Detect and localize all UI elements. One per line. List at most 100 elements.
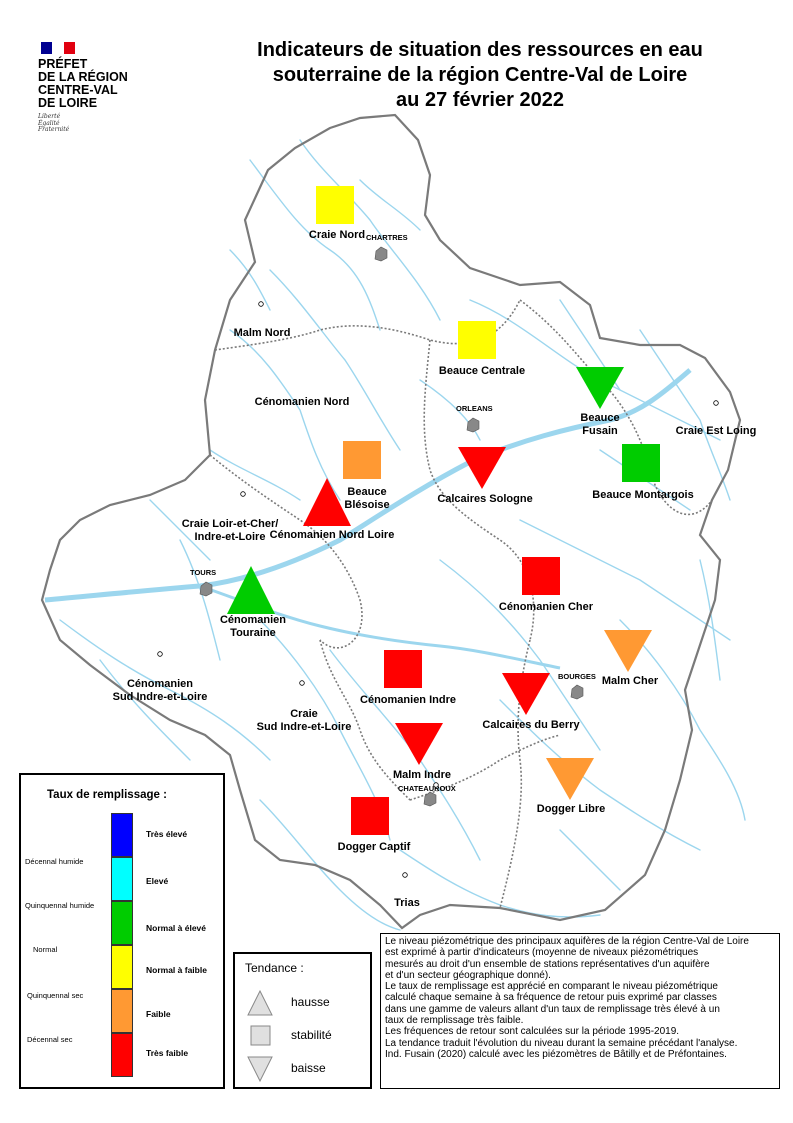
river	[229, 249, 271, 311]
aquifer-marker	[522, 557, 560, 595]
aquifer-marker	[604, 630, 652, 672]
aquifer-label: Beauce Blésoise	[344, 486, 389, 511]
river	[699, 559, 721, 681]
station-dot	[433, 782, 439, 788]
aquifer-marker	[303, 478, 351, 526]
city-marker	[466, 417, 480, 433]
logo-motto: Liberté Égalité Fraternité	[38, 113, 70, 133]
aquifer-marker	[395, 723, 443, 765]
city-label: ORLEANS	[456, 404, 493, 413]
swatch-normal-a-eleve	[111, 901, 133, 945]
aquifer-marker	[546, 758, 594, 800]
aquifer-marker	[458, 447, 506, 489]
river	[299, 139, 441, 321]
aquifer-label: Cénomanien Sud Indre-et-Loire	[113, 678, 208, 703]
legend-class-label: Normal à faible	[146, 965, 207, 975]
note-line: est exprimé à partir d'indicateurs (moye…	[385, 947, 699, 959]
department-border	[519, 299, 713, 516]
department-border	[499, 639, 531, 909]
legend-class-label: Faible	[146, 1009, 171, 1019]
aquifer-label: Cénomanien Nord Loire	[270, 529, 395, 541]
note-line: et d'un secteur géographique donné).	[385, 969, 551, 981]
river	[209, 449, 301, 501]
river	[359, 179, 421, 231]
french-flag-icon	[41, 42, 75, 54]
aquifer-marker	[384, 650, 422, 688]
aquifer-label: Dogger Captif	[338, 841, 411, 853]
aquifer-markers	[227, 186, 660, 835]
title-line-2: souterraine de la région Centre-Val de L…	[272, 64, 688, 86]
river	[259, 799, 401, 931]
page-title: Indicateurs de situation des ressources …	[220, 38, 740, 113]
river	[639, 329, 731, 501]
department-border	[209, 454, 363, 649]
legend-frequency-label: Décennal humide	[25, 857, 84, 866]
river	[179, 539, 221, 661]
title-line-1: Indicateurs de situation des ressources …	[257, 39, 703, 61]
aquifer-marker	[622, 444, 660, 482]
trend-legend-title: Tendance :	[245, 961, 304, 975]
river	[619, 619, 746, 821]
trend-label: stabilité	[291, 1028, 332, 1042]
legend-frequency-label: Quinquennal sec	[27, 991, 84, 1000]
aquifer-marker	[343, 441, 381, 479]
aquifer-label: Cénomanien Cher	[499, 601, 594, 613]
river	[519, 519, 731, 641]
river	[59, 619, 271, 761]
aquifer-marker	[227, 566, 275, 614]
square-icon	[250, 1025, 271, 1046]
station-dot	[402, 872, 408, 878]
note-line: calculé chaque semaine à sa fréquence de…	[385, 992, 717, 1004]
aquifer-label: Beauce Centrale	[439, 365, 525, 377]
river	[229, 329, 341, 501]
aquifer-label: Craie Nord	[309, 229, 365, 241]
department-border	[423, 339, 535, 641]
aquifer-marker	[316, 186, 354, 224]
aquifer-label: Cénomanien Touraine	[220, 614, 286, 639]
legend-fill-rate: Taux de remplissage : Très élevé Elevé N…	[19, 773, 225, 1089]
legend-frequency-label: Normal	[33, 945, 58, 954]
aquifer-label: Malm Cher	[602, 675, 659, 687]
aquifer-marker	[351, 797, 389, 835]
river	[439, 559, 601, 751]
legend-frequency-label: Quinquennal humide	[25, 901, 95, 910]
prefet-logo: PRÉFET DE LA RÉGION CENTRE-VAL DE LOIRE …	[38, 42, 148, 134]
trend-row-hausse: hausse	[245, 988, 370, 1018]
department-border	[319, 639, 411, 801]
legend-class-label: Normal à élevé	[146, 923, 207, 933]
river	[249, 159, 381, 331]
station-dot	[258, 301, 264, 307]
note-line: Les fréquences de retour sont calculées …	[385, 1026, 680, 1038]
note-line: taux de remplissage très faible.	[385, 1015, 524, 1027]
legend-color-bar	[111, 813, 133, 1077]
explanatory-notes: Le niveau piézométrique des principaux a…	[380, 933, 780, 1089]
logo-text: PRÉFET DE LA RÉGION CENTRE-VAL DE LOIRE	[38, 57, 128, 110]
city-label: CHATEAUROUX	[398, 784, 456, 793]
note-line: mesurés au droit d'un ensemble de statio…	[385, 958, 710, 970]
city-marker	[374, 246, 388, 262]
legend-frequency-label: Décennal sec	[27, 1035, 73, 1044]
aquifer-marker	[458, 321, 496, 359]
legend-class-label: Elevé	[146, 876, 169, 886]
river	[419, 379, 481, 441]
aquifer-label: Calcaires du Berry	[482, 719, 580, 731]
city-label: CHARTRES	[366, 233, 408, 242]
aquifer-label: Craie Sud Indre-et-Loire	[257, 708, 352, 733]
aquifer-label: Malm Indre	[393, 769, 451, 781]
swatch-tres-faible	[111, 1033, 133, 1077]
legend-trend: Tendance : hausse stabilité baisse	[233, 952, 372, 1089]
trend-row-stabilite: stabilité	[245, 1021, 370, 1051]
aquifer-label: Cénomanien Indre	[360, 694, 456, 706]
swatch-faible	[111, 989, 133, 1033]
city-marker	[570, 684, 584, 700]
station-dot	[157, 651, 163, 657]
trend-label: hausse	[291, 995, 330, 1009]
river	[99, 659, 191, 761]
river	[269, 269, 401, 451]
legend-title: Taux de remplissage :	[47, 789, 167, 801]
aquifer-label: Calcaires Sologne	[437, 493, 532, 505]
note-line: dans une gamme de valeurs allant d'un ta…	[385, 1003, 720, 1015]
station-dot	[240, 491, 246, 497]
city-label: BOURGES	[558, 672, 596, 681]
